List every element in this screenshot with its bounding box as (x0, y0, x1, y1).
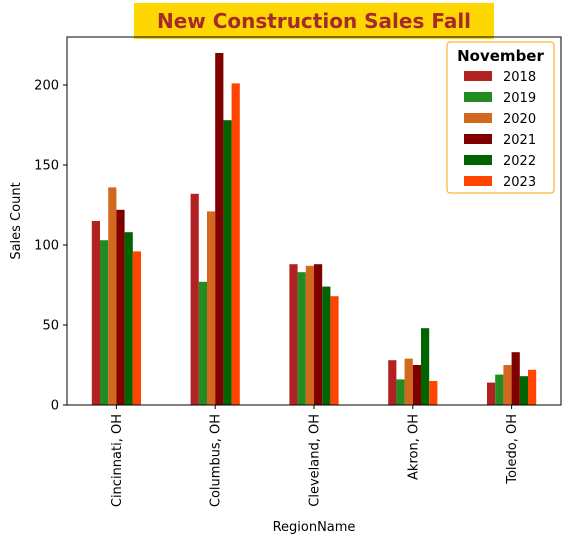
bar-2018-1 (190, 193, 199, 405)
bar-2022-2 (322, 286, 331, 405)
bar-2018-4 (487, 382, 496, 405)
bar-2019-3 (396, 379, 405, 405)
x-tick-label: Toledo, OH (505, 414, 520, 485)
x-tick-label: Cincinnati, OH (110, 414, 125, 507)
bar-2018-3 (388, 360, 397, 405)
bar-2020-4 (503, 365, 512, 405)
bar-2020-0 (108, 187, 117, 405)
legend: November 2018 2019 2020 2021 2022 2023 (446, 41, 555, 194)
bar-2022-0 (124, 232, 133, 405)
bar-2023-2 (330, 296, 339, 405)
legend-swatch-2018 (464, 71, 492, 81)
bar-2023-3 (429, 381, 438, 405)
bar-2018-2 (289, 264, 298, 405)
bar-2021-4 (511, 352, 520, 405)
bar-2023-0 (132, 251, 141, 405)
y-tick-label: 0 (51, 399, 59, 414)
legend-label-2021: 2021 (503, 133, 536, 148)
bar-2023-4 (528, 369, 537, 405)
legend-label-2019: 2019 (503, 91, 536, 106)
bar-2022-3 (421, 328, 430, 405)
legend-label-2018: 2018 (503, 70, 536, 85)
bar-2022-1 (223, 120, 232, 405)
bar-2019-0 (100, 240, 109, 405)
x-axis-label: RegionName (273, 520, 356, 535)
bar-2020-1 (207, 211, 216, 405)
bar-2019-1 (198, 281, 207, 405)
bar-2021-0 (116, 209, 125, 405)
y-tick-label: 200 (34, 79, 59, 94)
bar-2019-2 (297, 272, 306, 405)
legend-label-2023: 2023 (503, 175, 536, 190)
bar-2018-0 (91, 221, 100, 405)
x-tick-label: Akron, OH (406, 414, 421, 480)
legend-swatch-2020 (464, 113, 492, 123)
y-tick-label: 100 (34, 239, 59, 254)
legend-swatch-2023 (464, 176, 492, 186)
legend-label-2022: 2022 (503, 154, 536, 169)
bar-2020-2 (305, 265, 314, 405)
bar-2023-1 (231, 83, 240, 406)
bar-2020-3 (404, 358, 413, 405)
legend-swatch-2022 (464, 155, 492, 165)
plot-area: 0 50 100 150 200 Cincinnati, OH Columbus, OH Cl… (34, 36, 562, 507)
bar-2021-2 (314, 264, 323, 405)
chart-title-background (134, 3, 494, 39)
x-tick-label: Cleveland, OH (308, 414, 323, 507)
legend-swatch-2019 (464, 92, 492, 102)
y-axis-label: Sales Count (9, 182, 24, 259)
legend-swatch-2021 (464, 134, 492, 144)
bar-2022-4 (519, 376, 528, 405)
x-tick-label: Columbus, OH (209, 414, 224, 507)
chart-title: New Construction Sales Fall (157, 9, 471, 33)
legend-title: November (457, 47, 544, 65)
y-tick-label: 50 (42, 319, 59, 334)
y-tick-label: 150 (34, 159, 59, 174)
bar-2019-4 (495, 374, 504, 405)
bar-2021-3 (412, 365, 421, 405)
bar-2021-1 (215, 53, 224, 405)
legend-label-2020: 2020 (503, 112, 536, 127)
